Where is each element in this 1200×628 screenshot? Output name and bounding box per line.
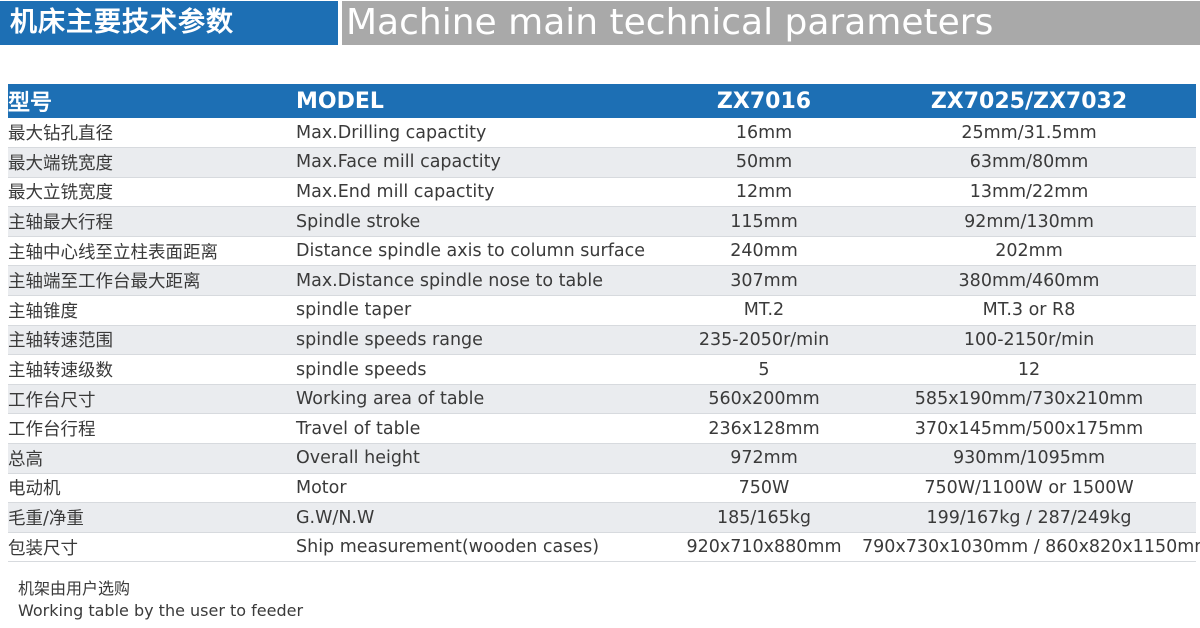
row-label-en: Max.Face mill capactity	[296, 147, 666, 178]
value-zx7016: 185/165kg	[666, 502, 862, 533]
value-zx7016: 560x200mm	[666, 384, 862, 415]
row-label-cn: 最大端铣宽度	[8, 147, 296, 178]
row-label-en: Max.Drilling capactity	[296, 118, 666, 149]
title-chinese: 机床主要技术参数	[0, 1, 338, 45]
row-label-en: Working area of table	[296, 384, 666, 415]
value-zx7025-zx7032: 199/167kg / 287/249kg	[862, 502, 1196, 533]
value-zx7016: 16mm	[666, 118, 862, 149]
value-zx7025-zx7032: 100-2150r/min	[862, 325, 1196, 356]
value-zx7016: 235-2050r/min	[666, 325, 862, 356]
value-zx7016: 50mm	[666, 147, 862, 178]
table-row: 主轴转速级数 spindle speeds 5 12	[8, 354, 1196, 385]
value-zx7016: 5	[666, 354, 862, 385]
row-label-en: Motor	[296, 473, 666, 504]
row-label-cn: 主轴端至工作台最大距离	[8, 265, 296, 297]
row-label-en: Max.Distance spindle nose to table	[296, 265, 666, 297]
row-label-cn: 包装尺寸	[8, 532, 296, 563]
value-zx7016: 750W	[666, 473, 862, 504]
value-zx7025-zx7032: 92mm/130mm	[862, 206, 1196, 237]
value-zx7025-zx7032: MT.3 or R8	[862, 295, 1196, 326]
footnote-cn: 机架由用户选购	[18, 579, 131, 598]
value-zx7025-zx7032: 370x145mm/500x175mm	[862, 413, 1196, 445]
row-label-cn: 主轴转速级数	[8, 354, 296, 385]
table-row: 最大钻孔直径 Max.Drilling capactity 16mm 25mm/31.…	[8, 118, 1196, 149]
value-zx7025-zx7032: 790x730x1030mm / 860x820x1150mm	[862, 532, 1200, 563]
value-zx7025-zx7032: 930mm/1095mm	[862, 443, 1196, 474]
value-zx7016: 12mm	[666, 177, 862, 208]
row-label-en: Distance spindle axis to column surface	[296, 236, 666, 267]
row-label-en: Overall height	[296, 443, 666, 474]
row-label-cn: 工作台行程	[8, 413, 296, 445]
row-label-en: G.W/N.W	[296, 502, 666, 533]
value-zx7025-zx7032: 380mm/460mm	[862, 265, 1196, 297]
row-label-en: Ship measurement(wooden cases)	[296, 532, 666, 563]
table-header-row: 型号 MODEL ZX7016 ZX7025/ZX7032	[8, 84, 1196, 118]
header-model-cn: 型号	[8, 91, 53, 116]
row-label-cn: 主轴中心线至立柱表面距离	[8, 236, 296, 267]
table-row: 最大端铣宽度 Max.Face mill capactity 50mm 63mm/80…	[8, 147, 1196, 178]
row-label-cn: 电动机	[8, 473, 296, 504]
row-label-cn: 工作台尺寸	[8, 384, 296, 415]
header-zx7025-zx7032: ZX7025/ZX7032	[930, 88, 1128, 114]
table-row: 电动机 Motor 750W 750W/1100W or 1500W	[8, 473, 1196, 504]
header-zx7016: ZX7016	[716, 88, 812, 114]
row-label-cn: 最大立铣宽度	[8, 177, 296, 208]
row-label-cn: 最大钻孔直径	[8, 118, 296, 149]
header-model-en: MODEL	[296, 88, 384, 114]
value-zx7025-zx7032: 202mm	[862, 236, 1196, 267]
row-label-en: Max.End mill capactity	[296, 177, 666, 208]
value-zx7016: 920x710x880mm	[666, 532, 862, 563]
title-bar: 机床主要技术参数 Machine main technical paramete…	[0, 0, 1200, 46]
row-label-cn: 主轴锥度	[8, 295, 296, 326]
value-zx7016: 307mm	[666, 265, 862, 297]
row-label-cn: 毛重/净重	[8, 502, 296, 533]
table-row: 包装尺寸 Ship measurement(wooden cases) 920x71…	[8, 532, 1200, 563]
table-row: 最大立铣宽度 Max.End mill capactity 12mm 13mm/22m…	[8, 177, 1196, 208]
table-row: 主轴端至工作台最大距离 Max.Distance spindle nose to …	[8, 265, 1196, 297]
row-label-en: Spindle stroke	[296, 206, 666, 237]
value-zx7025-zx7032: 12	[862, 354, 1196, 385]
value-zx7016: 972mm	[666, 443, 862, 474]
table-row: 主轴最大行程 Spindle stroke 115mm 92mm/130mm	[8, 206, 1196, 237]
table-row: 工作台尺寸 Working area of table 560x200mm 585x1…	[8, 384, 1196, 415]
table-row: 总高 Overall height 972mm 930mm/1095mm	[8, 443, 1196, 474]
value-zx7016: 236x128mm	[666, 413, 862, 445]
row-label-en: spindle speeds range	[296, 325, 666, 356]
row-label-cn: 主轴最大行程	[8, 206, 296, 237]
table-row: 工作台行程 Travel of table 236x128mm 370x145mm/5…	[8, 413, 1196, 445]
table-row: 主轴锥度 spindle taper MT.2 MT.3 or R8	[8, 295, 1196, 326]
row-label-cn: 主轴转速范围	[8, 325, 296, 356]
title-english: Machine main technical parameters	[342, 1, 1200, 45]
row-label-en: spindle taper	[296, 295, 666, 326]
row-label-en: Travel of table	[296, 413, 666, 445]
table-body: 最大钻孔直径 Max.Drilling capactity 16mm 25mm/31.…	[8, 118, 1200, 563]
value-zx7016: 115mm	[666, 206, 862, 237]
footnote: 机架由用户选购 Working table by the user to fee…	[18, 578, 303, 622]
table-row: 毛重/净重 G.W/N.W 185/165kg 199/167kg / 287/249…	[8, 502, 1196, 533]
value-zx7025-zx7032: 25mm/31.5mm	[862, 118, 1196, 149]
row-label-en: spindle speeds	[296, 354, 666, 385]
value-zx7016: 240mm	[666, 236, 862, 267]
value-zx7025-zx7032: 750W/1100W or 1500W	[862, 473, 1196, 504]
value-zx7025-zx7032: 585x190mm/730x210mm	[862, 384, 1196, 415]
table-row: 主轴中心线至立柱表面距离 Distance spindle axis to col…	[8, 236, 1196, 267]
row-label-cn: 总高	[8, 443, 296, 474]
value-zx7016: MT.2	[666, 295, 862, 326]
value-zx7025-zx7032: 13mm/22mm	[862, 177, 1196, 208]
table-row: 主轴转速范围 spindle speeds range 235-2050r/min 1…	[8, 325, 1196, 356]
footnote-en: Working table by the user to feeder	[18, 601, 304, 620]
parameters-table: 型号 MODEL ZX7016 ZX7025/ZX7032 最大钻孔直径 Max.…	[8, 84, 1200, 563]
value-zx7025-zx7032: 63mm/80mm	[862, 147, 1196, 178]
